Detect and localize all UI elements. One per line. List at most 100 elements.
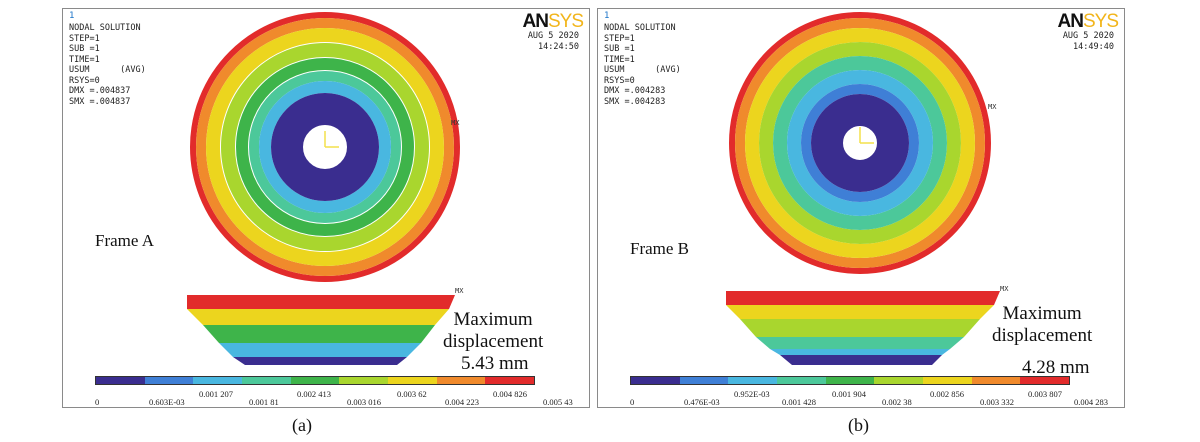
info-line: USUM (AVG) [69,65,146,75]
date-text: AUG 5 2020 [527,31,579,41]
color-legend [630,376,1070,385]
legend-swatch [388,377,437,384]
side-band-teal [756,337,964,349]
mx-marker-top: MX [451,119,460,127]
legend-swatch [339,377,389,384]
legend-swatch [1020,377,1070,384]
legend-swatch [96,377,145,384]
legend-swatch [242,377,291,384]
tick-label: 0.002 413 [297,389,331,399]
legend-swatch [874,377,924,384]
side-band-red [726,291,1000,305]
frame-b-plot [726,12,1000,365]
mx-marker-side: MX [1000,285,1009,293]
tick-label: 0.001 207 [199,389,233,399]
legend-swatch [436,377,486,384]
legend-swatch [290,377,340,384]
tick-label: 0.001 428 [782,397,816,407]
legend-swatch [777,377,826,384]
tick-label: 0.952E-03 [734,389,770,399]
info-line: SMX =.004837 [69,96,131,107]
tick-label: 0.002 856 [930,389,964,399]
side-band-cyan [219,343,421,357]
legend-swatch [144,377,194,384]
tick-label: 0.004 826 [493,389,527,399]
info-line: SUB =1 [604,44,635,54]
tick-label: 0.002 38 [882,397,912,407]
window-number: 1 [604,11,610,21]
legend-swatch [971,377,1021,384]
tick-label: 0.004 283 [1074,397,1108,407]
mx-marker-side: MX [455,287,464,295]
side-band-purple [233,357,407,365]
ring-lime [759,42,961,244]
mx-marker-top: MX [988,103,997,111]
info-line: STEP=1 [604,33,635,44]
side-band-lime [740,319,980,337]
info-line: RSYS=0 [69,75,100,86]
side-band-yellow [726,305,994,319]
info-line: SMX =.004283 [604,96,666,107]
max-label-line2: displacement [992,325,1093,346]
max-displacement-value: 5.43 mm [461,353,529,374]
time-text: 14:24:50 [538,41,579,52]
tick-label: 0 [630,397,635,407]
ring-red [190,12,460,282]
ring-yellow [206,28,444,266]
ring-lime [221,43,429,251]
max-label-line1: Maximum [1002,303,1082,324]
frame-a-top-view [190,12,460,282]
max-displacement-value: 4.28 mm [1022,357,1090,378]
ring-orange [735,18,985,268]
side-band-cyan [770,349,950,355]
ansys-logo: ANSYS [1057,11,1119,32]
info-line: RSYS=0 [604,75,635,86]
tick-label: 0.001 904 [832,389,866,399]
side-band-red [187,295,455,309]
time-text: 14:49:40 [1073,41,1114,52]
ring-teal [773,56,947,230]
ring-purple [271,93,379,201]
tick-label: 0.603E-03 [149,397,185,407]
ring-green [236,58,414,236]
ring-yellow [745,28,975,258]
info-line: STEP=1 [69,33,100,44]
ring-orange [196,18,454,276]
max-displacement-label: Maximum displacement [992,303,1092,347]
info-line: USUM (AVG) [604,65,681,75]
legend-swatch [679,377,729,384]
frame-a-side-view [187,295,455,365]
info-line: NODAL SOLUTION [69,23,141,33]
panel-frame-a: 1 NODAL SOLUTION STEP=1 SUB =1 TIME=1 US… [62,8,590,408]
window-number: 1 [69,11,75,21]
legend-ticks: 0 0.603E-03 0.001 81 0.003 016 0.004 223… [95,387,575,411]
tick-label: 0.003 62 [397,389,427,399]
legend-swatch [485,377,535,384]
legend-swatch [631,377,680,384]
frame-b-top-view [729,12,991,274]
ring-teal [249,71,401,223]
ring-purple [811,94,909,192]
legend-swatch [193,377,243,384]
date-text: AUG 5 2020 [1062,31,1114,41]
ring-blue [801,84,919,202]
side-band-green [203,325,435,343]
tick-label: 0.003 016 [347,397,381,407]
solution-info: NODAL SOLUTION STEP=1 SUB =1 TIME=1 USUM… [604,23,681,107]
caption-a: (a) [292,415,312,435]
info-line: TIME=1 [69,54,100,65]
tick-label: 0 [95,397,100,407]
ring-cyan [787,70,933,216]
solution-info: NODAL SOLUTION STEP=1 SUB =1 TIME=1 USUM… [69,23,146,107]
timestamp: AUG 5 2020 14:24:50 [528,31,579,52]
info-line: SUB =1 [69,44,100,54]
frame-b-side-view [726,291,1000,365]
color-legend [95,376,535,385]
legend-swatch [825,377,875,384]
max-displacement-label: Maximum displacement [443,309,543,353]
tick-label: 0.001 81 [249,397,279,407]
ring-red [729,12,991,274]
caption-b: (b) [848,415,869,435]
info-line: DMX =.004283 [604,86,666,96]
info-line: TIME=1 [604,54,635,65]
